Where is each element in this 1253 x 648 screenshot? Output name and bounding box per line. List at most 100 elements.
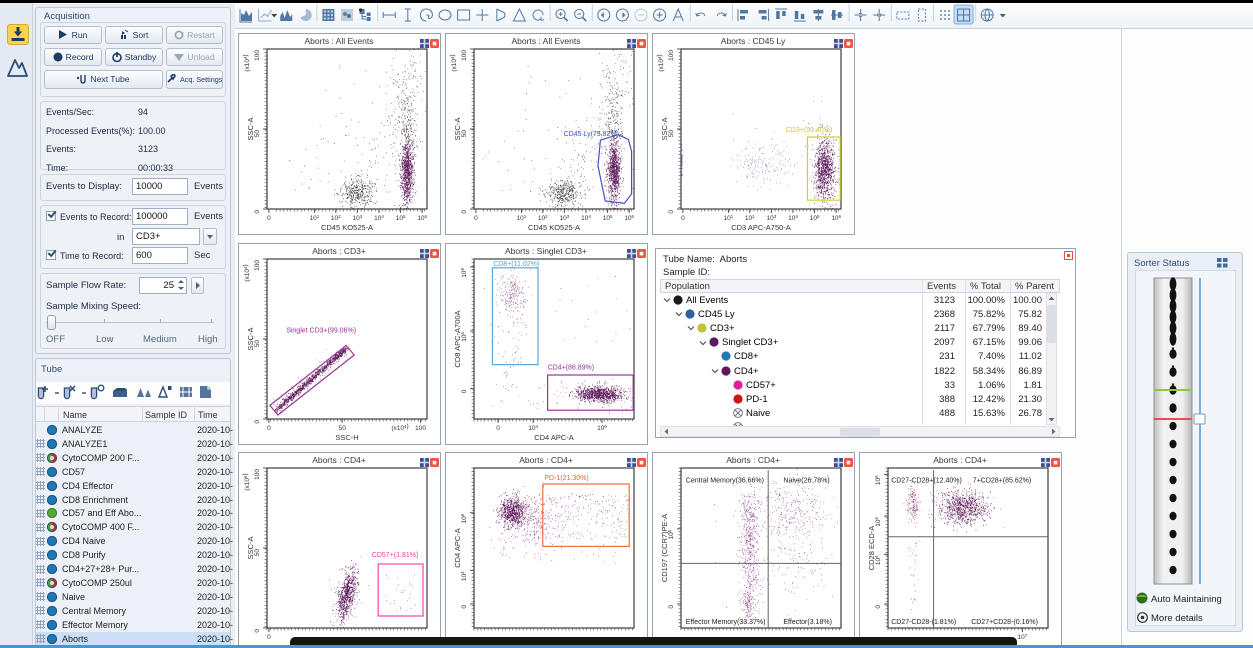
svg-text:SSC-A: SSC-A [246, 118, 255, 141]
svg-text:PD-1(21.30%): PD-1(21.30%) [544, 475, 588, 482]
svg-text:0: 0 [461, 605, 468, 609]
svg-text:SSC-A: SSC-A [246, 537, 255, 560]
svg-text:100: 100 [254, 469, 261, 480]
svg-text:CD8 APC-A700A: CD8 APC-A700A [453, 310, 462, 367]
svg-text:CD4 APC-A: CD4 APC-A [453, 528, 462, 568]
svg-text:0: 0 [668, 605, 675, 609]
svg-text:CD8+(11.02%): CD8+(11.02%) [493, 261, 539, 268]
svg-text:105: 105 [667, 529, 675, 539]
svg-text:105: 105 [810, 214, 820, 222]
svg-text:104: 104 [581, 214, 591, 222]
svg-text:(x104): (x104) [656, 54, 665, 71]
svg-text:0: 0 [267, 634, 271, 641]
svg-text:0: 0 [254, 420, 261, 424]
svg-text:CD45 KO525-A: CD45 KO525-A [321, 223, 373, 232]
svg-text:50: 50 [254, 549, 261, 557]
svg-text:102: 102 [538, 214, 548, 222]
svg-text:CD3+(99.40%): CD3+(99.40%) [786, 127, 833, 134]
svg-text:105: 105 [460, 332, 468, 342]
svg-text:106: 106 [597, 424, 607, 432]
svg-text:106: 106 [831, 214, 841, 222]
svg-text:CD45 KO525-A: CD45 KO525-A [528, 223, 580, 232]
svg-text:105: 105 [874, 517, 882, 527]
svg-text:104: 104 [374, 214, 384, 222]
svg-text:Aborts : CD4+: Aborts : CD4+ [726, 455, 780, 465]
svg-text:106: 106 [624, 214, 634, 222]
svg-text:107: 107 [1018, 633, 1028, 641]
svg-text:Aborts : Singlet CD3+: Aborts : Singlet CD3+ [505, 246, 587, 256]
svg-text:0: 0 [267, 215, 271, 222]
svg-text:0: 0 [668, 210, 675, 214]
svg-text:CD3 APC-A750-A: CD3 APC-A750-A [731, 223, 791, 232]
svg-text:Effector(3.18%): Effector(3.18%) [783, 619, 832, 626]
svg-text:104: 104 [874, 555, 882, 565]
svg-text:105: 105 [603, 214, 613, 222]
svg-text:104: 104 [528, 424, 538, 432]
svg-text:106: 106 [874, 475, 882, 485]
svg-text:Aborts : CD4+: Aborts : CD4+ [519, 455, 573, 465]
svg-text:50: 50 [668, 130, 675, 138]
svg-text:Singlet CD3+(99.06%): Singlet CD3+(99.06%) [286, 327, 356, 334]
svg-text:102: 102 [331, 214, 341, 222]
svg-text:Central Memory(36.66%): Central Memory(36.66%) [686, 477, 764, 484]
svg-text:101: 101 [517, 214, 527, 222]
svg-text:(x104): (x104) [242, 54, 251, 71]
svg-text:101: 101 [310, 214, 320, 222]
svg-text:100: 100 [415, 425, 426, 432]
svg-text:CD27-CD28-(1.81%): CD27-CD28-(1.81%) [891, 619, 956, 626]
svg-text:100: 100 [461, 50, 468, 61]
svg-text:Aborts : All Events: Aborts : All Events [305, 36, 374, 46]
svg-text:CD57+(1.81%): CD57+(1.81%) [372, 552, 419, 559]
svg-text:0: 0 [875, 605, 882, 609]
svg-text:CD45 Ly(75.82%): CD45 Ly(75.82%) [564, 131, 619, 138]
svg-text:50: 50 [339, 425, 347, 432]
svg-text:SSC-A: SSC-A [660, 118, 669, 141]
svg-text:Aborts : CD3+: Aborts : CD3+ [312, 246, 366, 256]
svg-text:104: 104 [788, 214, 798, 222]
svg-text:106: 106 [417, 214, 427, 222]
svg-text:CD197 (CCR7)PE-A: CD197 (CCR7)PE-A [660, 514, 669, 582]
svg-text:0: 0 [474, 215, 478, 222]
svg-text:100: 100 [254, 260, 261, 271]
svg-text:50: 50 [254, 340, 261, 348]
svg-text:0: 0 [461, 210, 468, 214]
svg-text:0: 0 [496, 425, 500, 432]
svg-text:7+CD28+(85.62%): 7+CD28+(85.62%) [973, 477, 1031, 484]
svg-text:CD27-CD28+(12.40%): CD27-CD28+(12.40%) [891, 477, 962, 484]
svg-text:0: 0 [254, 210, 261, 214]
svg-text:102: 102 [745, 214, 755, 222]
svg-text:SSC-A: SSC-A [453, 118, 462, 141]
svg-text:100: 100 [668, 50, 675, 61]
svg-text:105: 105 [396, 214, 406, 222]
svg-text:(x104): (x104) [449, 54, 458, 71]
svg-text:CD4+(86.89%): CD4+(86.89%) [548, 364, 595, 371]
svg-text:0: 0 [461, 389, 468, 393]
svg-text:SSC-A: SSC-A [246, 328, 255, 351]
svg-text:50: 50 [461, 130, 468, 138]
svg-text:CD28 ECD-A: CD28 ECD-A [867, 526, 876, 571]
svg-text:Aborts : CD4+: Aborts : CD4+ [312, 455, 366, 465]
svg-text:Naive(26.78%): Naive(26.78%) [783, 477, 829, 484]
svg-text:SSC-H: SSC-H [335, 433, 358, 442]
svg-text:0: 0 [254, 629, 261, 633]
svg-text:100: 100 [254, 50, 261, 61]
svg-text:0: 0 [681, 215, 685, 222]
svg-text:104: 104 [460, 571, 468, 581]
svg-text:Aborts : All Events: Aborts : All Events [512, 36, 581, 46]
svg-text:50: 50 [254, 130, 261, 138]
svg-text:CD27+CD28-(0.16%): CD27+CD28-(0.16%) [971, 619, 1038, 626]
svg-text:Aborts : CD4+: Aborts : CD4+ [933, 455, 987, 465]
svg-text:(x104): (x104) [242, 264, 251, 281]
svg-text:(x104): (x104) [391, 423, 408, 432]
svg-text:108: 108 [460, 268, 468, 278]
svg-text:103: 103 [353, 214, 363, 222]
svg-text:101: 101 [724, 214, 734, 222]
svg-text:Effector Memory(33.37%): Effector Memory(33.37%) [686, 619, 766, 626]
svg-text:(x106): (x106) [242, 473, 251, 490]
svg-text:103: 103 [767, 214, 777, 222]
svg-text:106: 106 [460, 513, 468, 523]
svg-text:Aborts : CD45 Ly: Aborts : CD45 Ly [721, 36, 786, 46]
svg-text:103: 103 [560, 214, 570, 222]
svg-text:CD4 APC-A: CD4 APC-A [534, 433, 574, 442]
svg-text:0: 0 [267, 425, 271, 432]
